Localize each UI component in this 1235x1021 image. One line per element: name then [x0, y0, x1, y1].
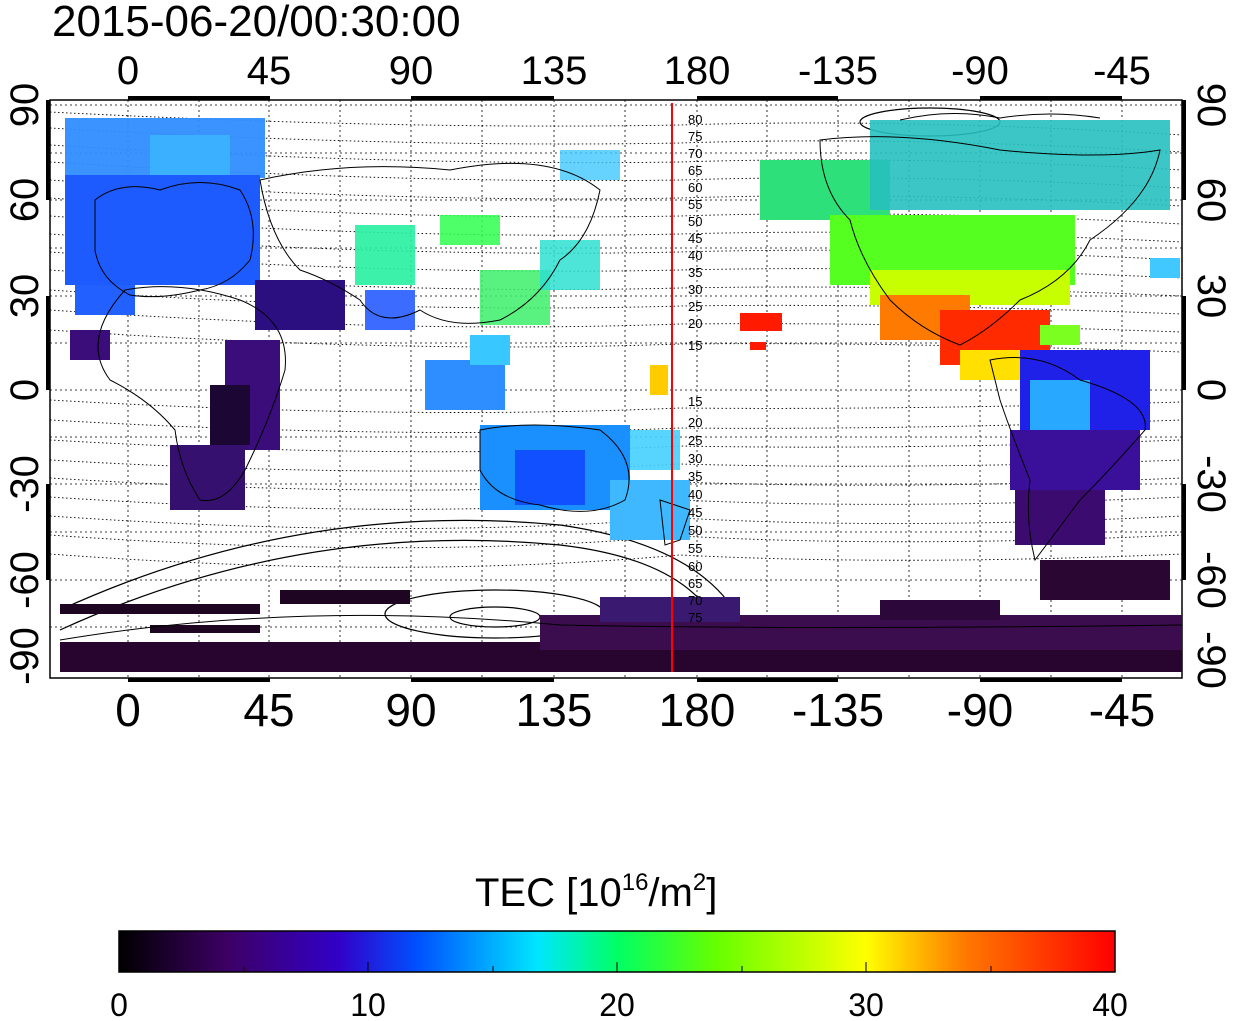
contour-label: 45	[688, 505, 702, 520]
left-lat-label: 60	[3, 178, 47, 223]
top-lon-label: -135	[798, 49, 878, 93]
right-latitude-ticks: 90 60 30 0 -30 -60 -90	[1189, 83, 1233, 689]
contour-label: 60	[688, 180, 702, 195]
contour-label: 50	[688, 214, 702, 229]
contour-label: 55	[688, 197, 702, 212]
bottom-lon-label: 135	[516, 684, 593, 736]
top-lon-label: -45	[1093, 49, 1151, 93]
bottom-lon-label: 90	[385, 684, 436, 736]
contour-label: 75	[688, 610, 702, 625]
right-lat-label: -90	[1189, 631, 1233, 689]
contour-label: 50	[688, 523, 702, 538]
bottom-lon-label: -45	[1089, 684, 1155, 736]
bottom-lon-label: 45	[243, 684, 294, 736]
colorbar-title: TEC [1016/m2]	[475, 869, 717, 915]
left-latitude-ticks: 90 60 30 0 -30 -60 -90	[3, 83, 47, 685]
bottom-lon-label: 180	[659, 684, 736, 736]
top-lon-label: 0	[117, 49, 139, 93]
left-lat-label: -90	[3, 627, 47, 685]
contour-label: 60	[688, 559, 702, 574]
contour-label: 70	[688, 593, 702, 608]
contour-label: 20	[688, 415, 702, 430]
contour-label: 25	[688, 433, 702, 448]
left-lat-label: 90	[3, 83, 47, 128]
contour-label: 25	[688, 299, 702, 314]
contour-label: 70	[688, 146, 702, 161]
top-lon-label: 45	[247, 49, 292, 93]
right-lat-label: -60	[1189, 551, 1233, 609]
coastlines	[59, 112, 1182, 641]
right-lat-label: -30	[1189, 455, 1233, 513]
bottom-lon-label: -90	[947, 684, 1013, 736]
contour-label: 65	[688, 576, 702, 591]
top-lon-label: 90	[389, 49, 434, 93]
left-lat-label: 30	[3, 274, 47, 319]
bottom-longitude-ticks: 0 45 90 135 180 -135 -90 -45	[115, 684, 1155, 736]
top-longitude-ticks: 0 45 90 135 180 -135 -90 -45	[117, 49, 1151, 93]
top-lon-label: 135	[521, 49, 588, 93]
colorbar-tick-label: 0	[110, 987, 128, 1021]
right-lat-label: 30	[1189, 274, 1233, 319]
colorbar-tick-label: 40	[1092, 987, 1128, 1021]
contour-label: 15	[688, 338, 702, 353]
colorbar-tick-label: 30	[848, 987, 884, 1021]
contour-label: 80	[688, 112, 702, 127]
right-lat-label: 60	[1189, 178, 1233, 223]
contour-label: 75	[688, 129, 702, 144]
contour-labels: 80 75 70 65 60 55 50 45 40 35 30 25 20 1…	[688, 112, 702, 625]
contour-label: 20	[688, 316, 702, 331]
contour-label: 65	[688, 163, 702, 178]
colorbar-tick-label: 20	[599, 987, 635, 1021]
colorbar-tick-labels: 0 10 20 30 40	[110, 987, 1128, 1021]
contour-label: 35	[688, 469, 702, 484]
right-lat-label: 0	[1189, 379, 1233, 401]
frame-border-bars	[46, 96, 1186, 682]
left-lat-label: -60	[3, 551, 47, 609]
contour-label: 45	[688, 231, 702, 246]
southern-oval-contours	[59, 107, 1001, 639]
top-lon-label: 180	[664, 49, 731, 93]
map-title: 2015-06-20/00:30:00	[52, 0, 461, 46]
contour-label: 30	[688, 451, 702, 466]
contour-label: 40	[688, 487, 702, 502]
colorbar-tick-label: 10	[350, 987, 386, 1021]
bottom-lon-label: 0	[115, 684, 141, 736]
contour-label: 15	[688, 394, 702, 409]
left-lat-label: 0	[3, 379, 47, 401]
right-lat-label: 90	[1189, 83, 1233, 128]
contour-label: 30	[688, 282, 702, 297]
contour-label: 40	[688, 248, 702, 263]
colorbar-minor-ticks	[243, 962, 992, 972]
top-lon-label: -90	[951, 49, 1009, 93]
bottom-lon-label: -135	[792, 684, 884, 736]
contour-label: 35	[688, 265, 702, 280]
contour-label: 55	[688, 541, 702, 556]
left-lat-label: -30	[3, 455, 47, 513]
